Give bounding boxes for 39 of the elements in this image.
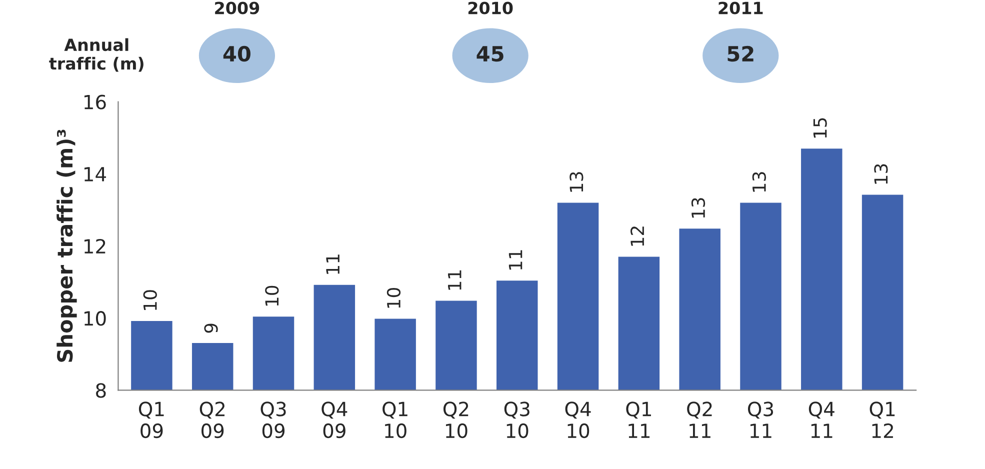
x-tick-label: Q3 11 [748,402,774,438]
data-label: 13 [874,164,888,184]
y-tick-label: 10 [84,311,106,326]
data-label: 10 [386,288,401,308]
text: 2009 [215,2,260,14]
data-label: 10 [265,286,279,306]
y-tick-label: 14 [84,167,106,182]
x-tick-label: Q1 12 [870,402,895,438]
data-label: 13 [570,172,584,192]
x-tick-label: Q1 11 [626,402,651,438]
y-tick-label: 12 [84,238,106,254]
data-label: 15 [813,118,827,138]
data-label: 10 [143,290,157,310]
data-label: 12 [630,226,644,246]
data-label: 11 [448,270,462,290]
x-tick-label: Q2 10 [443,402,468,438]
x-tick-label: Q1 09 [138,402,164,438]
text: 52 [728,46,754,62]
text: Annual traffic (m) [49,38,144,72]
x-tick-label: Q2 09 [200,402,224,438]
x-tick-label: Q4 10 [565,402,591,438]
data-label: 11 [326,254,340,274]
x-tick-label: Q4 09 [322,402,348,438]
data-label: 11 [508,250,522,270]
data-label: 13 [752,172,766,192]
data-label: 9 [204,324,218,333]
x-tick-label: Q3 10 [504,402,530,438]
x-tick-label: Q4 11 [808,402,834,438]
text: 45 [476,46,504,62]
text: 2010 [468,2,513,14]
text: 40 [223,46,250,62]
x-tick-label: Q3 09 [260,402,286,438]
x-tick-label: Q1 10 [382,402,408,438]
y-tick-label: 8 [96,383,106,398]
x-tick-label: Q2 11 [687,402,712,438]
y-tick-label: 16 [84,94,106,110]
data-label: 13 [691,198,706,218]
text: 2011 [718,2,763,14]
y-axis-title: Shopper traffic (m)³ [56,130,77,362]
